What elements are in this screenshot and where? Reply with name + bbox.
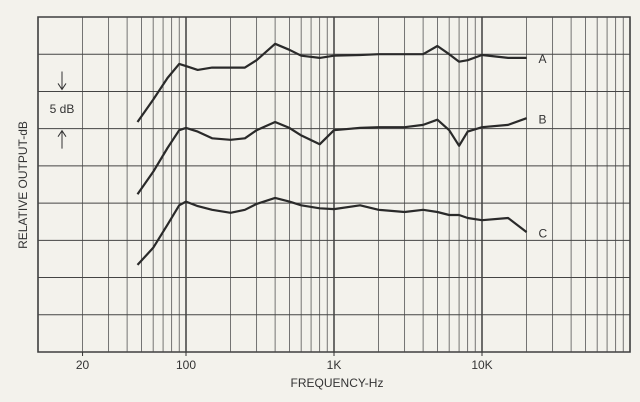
- annotation: 5 dB: [50, 102, 75, 116]
- series-line: [136, 42, 527, 123]
- x-tick-label: 100: [176, 358, 196, 372]
- series-label: A: [539, 52, 547, 66]
- annotation-bg: [46, 102, 80, 119]
- x-tick-label: 20: [76, 358, 90, 372]
- x-tick-label: 10K: [471, 358, 492, 372]
- x-tick-label: 1K: [327, 358, 342, 372]
- series-label: C: [539, 226, 548, 240]
- annotation-arrowhead: [57, 129, 67, 137]
- x-axis-label: FREQUENCY-Hz: [291, 376, 384, 390]
- series-line: [136, 117, 527, 195]
- annotation-arrowhead: [57, 83, 67, 91]
- y-axis-label: RELATIVE OUTPUT-dB: [16, 121, 30, 249]
- series-line: [136, 196, 528, 266]
- series-label: B: [539, 112, 547, 126]
